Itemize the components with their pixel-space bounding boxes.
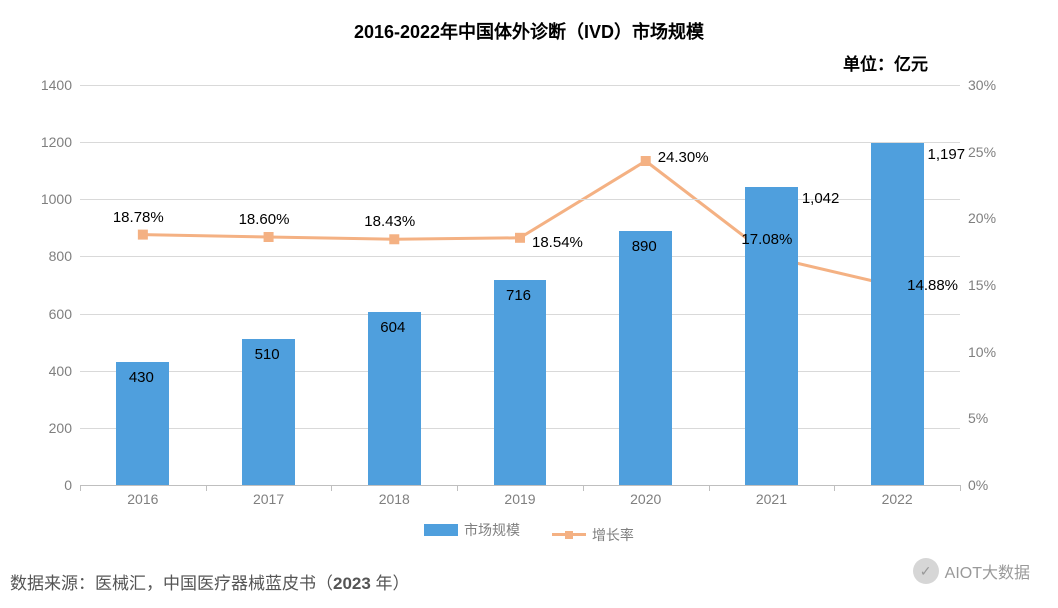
y-right-tick: 30% <box>968 77 996 93</box>
line-marker <box>389 234 399 244</box>
legend-label-bar: 市场规模 <box>464 520 520 540</box>
legend-swatch-bar <box>424 524 458 536</box>
plot-area: 02004006008001000120014000%5%10%15%20%25… <box>80 85 960 485</box>
gridline <box>80 256 960 257</box>
x-tick-mark <box>331 485 332 491</box>
gridline <box>80 85 960 86</box>
line-value-label: 24.30% <box>658 149 709 166</box>
x-category-label: 2021 <box>756 491 787 507</box>
line-value-label: 18.78% <box>113 209 164 226</box>
watermark-icon: ✓ <box>913 558 939 584</box>
source-year: 2023 <box>333 574 371 593</box>
x-tick-mark <box>80 485 81 491</box>
y-right-tick: 0% <box>968 477 988 493</box>
source-suffix: 年） <box>371 574 410 593</box>
y-right-tick: 25% <box>968 144 996 160</box>
y-left-tick: 400 <box>49 363 72 379</box>
y-left-tick: 600 <box>49 306 72 322</box>
bar <box>619 231 672 485</box>
x-category-label: 2018 <box>379 491 410 507</box>
line-marker <box>138 230 148 240</box>
x-category-label: 2019 <box>504 491 535 507</box>
unit-label: 单位：亿元 <box>843 50 928 75</box>
y-left-tick: 1200 <box>41 134 72 150</box>
line-value-label: 14.88% <box>907 277 958 294</box>
line-value-label: 18.54% <box>532 234 583 251</box>
bar <box>871 143 924 485</box>
legend-item-bar: 市场规模 <box>424 520 520 540</box>
y-left-tick: 200 <box>49 420 72 436</box>
bar <box>368 312 421 485</box>
bar-value-label: 1,042 <box>802 190 840 207</box>
x-category-label: 2022 <box>882 491 913 507</box>
x-tick-mark <box>960 485 961 491</box>
chart-container: 2016-2022年中国体外诊断（IVD）市场规模 单位：亿元 02004006… <box>0 0 1058 608</box>
source-citation: 数据来源：医械汇，中国医疗器械蓝皮书（2023 年） <box>10 569 410 594</box>
legend-marker <box>565 531 573 539</box>
y-right-tick: 15% <box>968 277 996 293</box>
line-value-label: 17.08% <box>741 231 792 248</box>
x-tick-mark <box>583 485 584 491</box>
chart-title: 2016-2022年中国体外诊断（IVD）市场规模 <box>0 18 1058 44</box>
legend-label-line: 增长率 <box>592 525 634 545</box>
x-tick-mark <box>457 485 458 491</box>
bar-value-label: 604 <box>380 319 405 336</box>
x-tick-mark <box>834 485 835 491</box>
x-category-label: 2020 <box>630 491 661 507</box>
line-marker <box>641 156 651 166</box>
y-right-tick: 20% <box>968 210 996 226</box>
bar-value-label: 890 <box>632 238 657 255</box>
line-value-label: 18.43% <box>364 213 415 230</box>
y-left-tick: 0 <box>64 477 72 493</box>
y-left-tick: 800 <box>49 248 72 264</box>
bar <box>494 280 547 485</box>
watermark: ✓ AIOT大数据 <box>913 558 1030 584</box>
legend: 市场规模 增长率 <box>0 520 1058 545</box>
x-category-label: 2016 <box>127 491 158 507</box>
x-tick-mark <box>206 485 207 491</box>
line-value-label: 18.60% <box>239 211 290 228</box>
y-left-tick: 1000 <box>41 191 72 207</box>
y-right-tick: 5% <box>968 410 988 426</box>
source-prefix: 数据来源：医械汇，中国医疗器械蓝皮书（ <box>10 574 333 593</box>
legend-item-line: 增长率 <box>552 525 634 545</box>
line-marker <box>515 233 525 243</box>
gridline <box>80 142 960 143</box>
watermark-text: AIOT大数据 <box>945 559 1030 583</box>
x-category-label: 2017 <box>253 491 284 507</box>
bar-value-label: 716 <box>506 287 531 304</box>
x-tick-mark <box>709 485 710 491</box>
line-marker <box>264 232 274 242</box>
bar-value-label: 430 <box>129 369 154 386</box>
bar-value-label: 1,197 <box>928 146 966 163</box>
y-right-tick: 10% <box>968 344 996 360</box>
gridline <box>80 485 960 486</box>
bar-value-label: 510 <box>255 346 280 363</box>
y-left-tick: 1400 <box>41 77 72 93</box>
legend-swatch-line <box>552 533 586 536</box>
